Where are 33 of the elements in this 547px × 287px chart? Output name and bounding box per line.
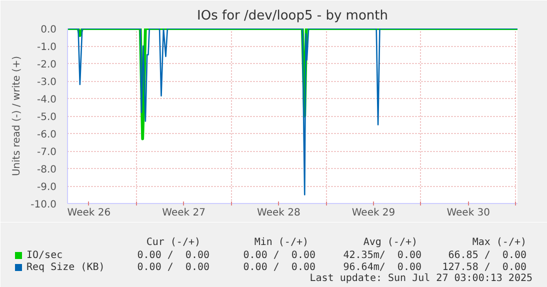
- x-tick-label: Week 27: [162, 208, 206, 218]
- y-tick-label: -5.0: [36, 112, 57, 123]
- text: 0.00 / 0.00: [137, 262, 210, 273]
- text: 42.35m/ 0.00: [343, 250, 422, 261]
- text: 0.00 / 0.00: [243, 250, 316, 261]
- text: Min (-/+): [254, 237, 309, 248]
- x-tick-label: Week 29: [352, 208, 396, 218]
- y-axis-title: Units read (-) / write (+): [12, 56, 23, 176]
- text: Max (-/+): [472, 237, 527, 248]
- text: 66.85 / 0.00: [448, 250, 527, 261]
- text: Cur (-/+): [146, 237, 201, 248]
- y-tick-label: -4.0: [36, 94, 57, 106]
- legend-label: Req Size (KB): [26, 262, 105, 273]
- y-tick-label: -1.0: [36, 42, 57, 53]
- x-tick-label: Week 28: [257, 208, 300, 218]
- chart-title: IOs for /dev/loop5 - by month: [197, 8, 388, 24]
- text: Last update: Sun Jul 27 03:00:13 2025: [310, 273, 533, 284]
- x-tick-label: Week 26: [67, 208, 111, 218]
- text: 0.00 / 0.00: [137, 250, 210, 261]
- y-tick-label: -2.0: [36, 60, 57, 70]
- y-tick-label: -9.0: [36, 182, 57, 193]
- y-tick-label: -3.0: [36, 77, 57, 88]
- text: 0.00 / 0.00: [243, 262, 316, 273]
- text: 127.58 / 0.00: [442, 262, 527, 273]
- y-tick-label: -6.0: [36, 130, 57, 140]
- legend-label: IO/sec: [26, 250, 63, 261]
- y-tick-label: -7.0: [36, 147, 57, 158]
- y-tick-label: 0.0: [40, 24, 57, 36]
- text: Avg (-/+): [363, 237, 418, 248]
- x-tick-label: Week 30: [446, 208, 490, 218]
- y-tick-label: -10.0: [30, 200, 56, 210]
- y-tick-label: -8.0: [36, 164, 57, 176]
- text: 96.64m/ 0.00: [343, 262, 422, 273]
